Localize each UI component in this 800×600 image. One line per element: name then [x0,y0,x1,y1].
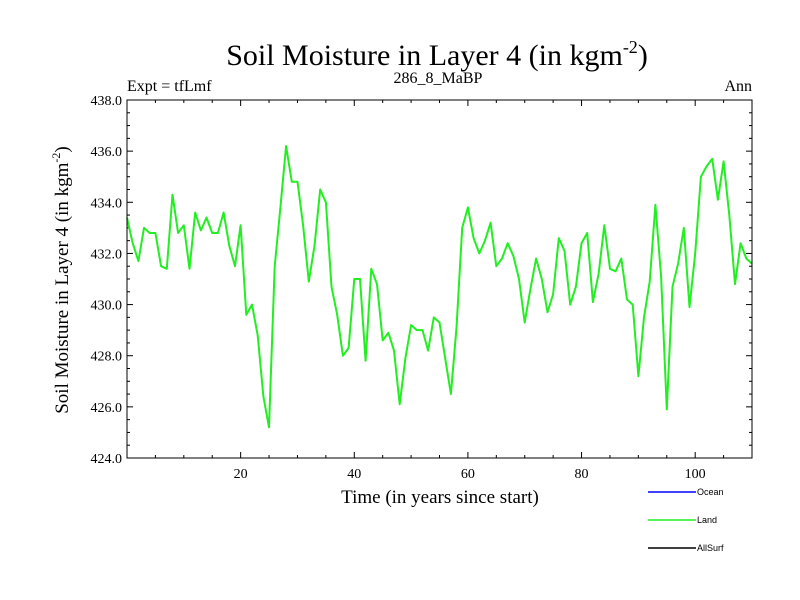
legend: Ocean Land AllSurf [648,487,724,553]
y-tick-label: 436.0 [91,145,123,160]
y-tick-label: 432.0 [91,247,123,262]
y-axis-label-close: ) [52,146,73,152]
axis-ticks [127,99,752,459]
chart-title-main: Soil Moisture in Layer 4 (in kgm [226,39,623,72]
y-tick-label: 424.0 [91,452,123,467]
x-tick-label: 60 [461,467,475,482]
axis-tick-labels: 424.0 426.0 428.0 430.0 432.0 434.0 436.0 438.0… [91,94,706,482]
y-axis-label-main: Soil Moisture in Layer 4 (in kgm [52,162,73,413]
x-tick-label: 20 [234,467,248,482]
series-line-land [126,145,753,429]
legend-label-ocean: Ocean [697,487,724,497]
legend-label-land: Land [697,515,717,525]
subtitle-left: Expt = tfLmf [127,78,212,95]
chart-title-close: ) [638,39,648,72]
x-tick-label: 40 [347,467,361,482]
y-tick-label: 428.0 [91,350,123,365]
y-tick-label: 434.0 [91,196,123,211]
y-axis-label: Soil Moisture in Layer 4 (in kgm-2) [49,146,73,414]
y-tick-label: 426.0 [91,401,123,416]
chart-title-sup: -2 [623,37,638,57]
legend-label-allsurf: AllSurf [697,543,724,553]
y-tick-label: 438.0 [91,94,123,109]
chart-title: Soil Moisture in Layer 4 (in kgm-2) [226,37,648,72]
subtitle-center: 286_8_MaBP [394,70,483,87]
plot-frame [126,99,753,459]
x-tick-label: 100 [685,467,706,482]
x-tick-label: 80 [575,467,589,482]
x-axis-label: Time (in years since start) [341,487,539,508]
y-axis-label-sup: -2 [49,153,63,163]
subtitle-right: Ann [724,78,752,95]
series-layer [126,145,753,429]
y-tick-label: 430.0 [91,299,123,314]
